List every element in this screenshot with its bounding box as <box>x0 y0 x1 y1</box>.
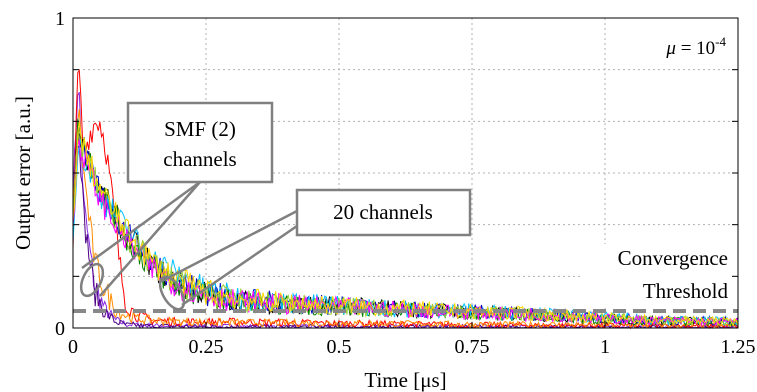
callout-smf-line2: channels <box>163 147 236 171</box>
callout-smf-ellipse <box>79 262 105 298</box>
callout-20ch-pointer-upper <box>159 209 298 284</box>
x-tick-label-4: 1 <box>600 336 610 358</box>
callout-20ch-line1: 20 channels <box>333 200 433 224</box>
threshold-label-bg <box>580 244 732 306</box>
x-tick-label-3: 0.75 <box>455 336 490 358</box>
threshold-label-line2: Threshold <box>643 279 729 303</box>
x-tick-label-5: 1.25 <box>721 336 756 358</box>
ticks: 0 0.25 0.5 0.75 1 1.25 0 1 <box>55 8 756 358</box>
callout-smf-pointer-upper <box>81 180 201 270</box>
series-line-1-5 <box>72 137 739 327</box>
labels: μ = 10-4 Convergence Threshold Time [μs]… <box>11 34 732 392</box>
y-axis-title: Output error [a.u.] <box>11 96 35 250</box>
callouts: SMF (2) channels 20 channels <box>79 101 472 311</box>
callout-smf-box <box>126 101 274 184</box>
y-tick-label-1: 1 <box>55 8 65 30</box>
callout-20ch-box <box>295 188 472 237</box>
threshold-label-line1: Convergence <box>618 246 728 270</box>
x-tick-label-1: 0.25 <box>189 336 224 358</box>
callout-smf-line1: SMF (2) <box>164 117 236 141</box>
mu-equals: = 10 <box>676 38 715 59</box>
y-tick-label-0: 0 <box>55 318 65 340</box>
callout-smf-pointer-lower <box>99 181 201 297</box>
callout-20ch-pointer-lower <box>181 224 298 307</box>
mu-label: μ = 10-4 <box>665 34 726 59</box>
series-line-1-1 <box>72 109 739 329</box>
x-tick-label-0: 0 <box>68 336 78 358</box>
mu-symbol: μ <box>665 38 676 59</box>
x-axis-title: Time [μs] <box>364 368 446 392</box>
mu-exponent: -4 <box>715 34 726 49</box>
x-tick-label-2: 0.5 <box>327 336 352 358</box>
callout-20ch-ellipse <box>158 275 186 311</box>
